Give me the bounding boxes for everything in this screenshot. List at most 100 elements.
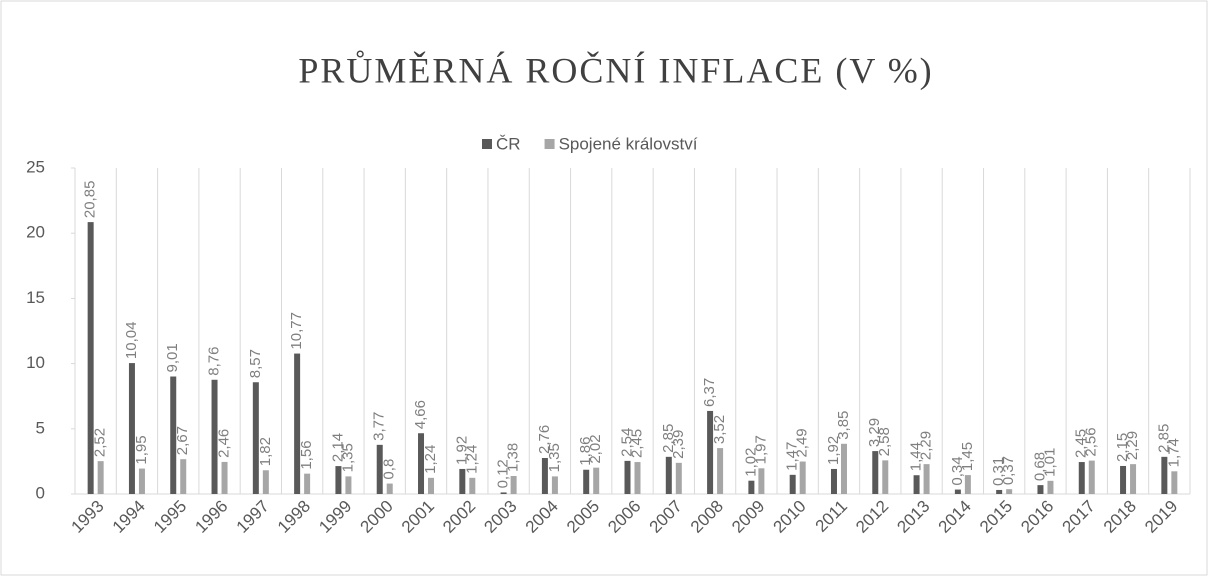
bar: [634, 462, 641, 494]
data-label: 4,66: [412, 400, 429, 429]
bar: [262, 470, 269, 494]
data-label: 1,24: [422, 445, 439, 474]
bar: [252, 382, 259, 494]
data-label: 2,49: [794, 428, 811, 457]
bar: [882, 460, 889, 494]
bar: [872, 451, 879, 494]
data-label: 0,31: [990, 457, 1007, 486]
data-label: 3,85: [835, 411, 852, 440]
data-label: 1,95: [133, 435, 150, 464]
data-label: 2,46: [216, 429, 233, 458]
data-label: 1,82: [257, 437, 274, 466]
bar: [1120, 465, 1127, 494]
bar: [830, 468, 837, 494]
bar: [138, 468, 145, 494]
bar: [418, 433, 425, 494]
bar: [128, 363, 135, 494]
y-tick-label: 0: [36, 483, 45, 502]
bar: [551, 476, 558, 494]
data-label: 10,77: [288, 312, 305, 350]
bar: [1047, 480, 1054, 494]
data-label: 3,77: [371, 412, 388, 441]
bar: [583, 469, 590, 494]
bar: [1037, 485, 1044, 494]
data-label: 0,34: [949, 456, 966, 485]
data-label: 2,52: [92, 428, 109, 457]
data-label: 1,38: [505, 443, 522, 472]
data-label: 9,01: [164, 343, 181, 372]
bar: [211, 379, 218, 494]
bar: [335, 466, 342, 494]
bar: [707, 410, 714, 494]
bar: [758, 468, 765, 494]
bar: [345, 476, 352, 494]
bar: [304, 473, 311, 494]
bar: [1171, 471, 1178, 494]
data-label: 1,86: [577, 437, 594, 466]
bar: [840, 443, 847, 494]
data-label: 2,85: [1155, 424, 1172, 453]
data-label: 2,45: [1073, 429, 1090, 458]
data-label: 2,85: [660, 424, 677, 453]
data-label: 2,14: [329, 433, 346, 462]
y-tick-label: 5: [36, 418, 45, 437]
data-label: 8,76: [206, 347, 223, 376]
bar: [428, 477, 435, 494]
bar: [665, 456, 672, 494]
bar: [180, 459, 187, 494]
data-label: 2,39: [670, 430, 687, 459]
legend-label: ČR: [496, 134, 521, 153]
bar: [675, 462, 682, 494]
bar: [500, 492, 507, 494]
data-label: 1,74: [1165, 438, 1182, 467]
data-label: 2,02: [587, 434, 604, 463]
bar: [799, 461, 806, 494]
bar: [541, 458, 548, 494]
data-label: 2,15: [1114, 433, 1131, 462]
data-label: 1,97: [752, 435, 769, 464]
data-label: 2,54: [618, 428, 635, 457]
data-label: 10,04: [123, 322, 140, 360]
bar: [469, 477, 476, 494]
bar: [221, 461, 228, 494]
data-label: 1,56: [298, 440, 315, 469]
data-label: 1,92: [825, 436, 842, 465]
data-label: 3,29: [866, 418, 883, 447]
data-label: 2,58: [876, 427, 893, 456]
data-label: 8,57: [247, 349, 264, 378]
legend-label: Spojené království: [559, 134, 698, 153]
bar: [593, 467, 600, 494]
data-label: 0,68: [1031, 452, 1048, 481]
data-label: 0,37: [1000, 456, 1017, 485]
data-label: 2,29: [918, 431, 935, 460]
bar: [717, 448, 724, 494]
data-label: 1,01: [1041, 448, 1058, 477]
data-label: 20,85: [82, 181, 99, 219]
data-label: 1,35: [546, 443, 563, 472]
data-label: 2,29: [1124, 431, 1141, 460]
bar: [964, 475, 971, 494]
bar: [954, 489, 961, 494]
data-label: 1,02: [742, 447, 759, 476]
bar: [376, 444, 383, 494]
bar: [1006, 489, 1013, 494]
bar: [1161, 456, 1168, 494]
bar: [294, 353, 301, 494]
bar: [459, 468, 466, 494]
data-label: 0,8: [381, 459, 398, 480]
bar: [386, 483, 393, 494]
bar: [1078, 462, 1085, 494]
data-label: 1,45: [959, 442, 976, 471]
bar: [923, 464, 930, 494]
bar: [996, 489, 1003, 494]
bar: [510, 476, 517, 494]
data-label: 1,44: [908, 442, 925, 471]
data-label: 2,76: [536, 425, 553, 454]
data-label: 6,37: [701, 378, 718, 407]
data-label: 1,92: [453, 436, 470, 465]
y-tick-label: 25: [26, 157, 45, 176]
legend-swatch: [544, 139, 555, 149]
data-label: 0,12: [495, 459, 512, 488]
